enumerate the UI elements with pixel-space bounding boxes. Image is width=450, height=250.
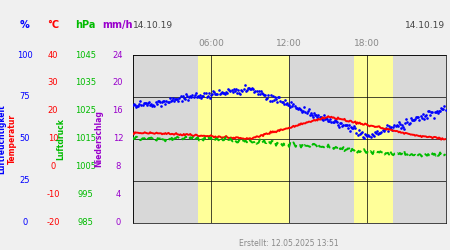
Text: -10: -10 <box>46 190 60 199</box>
Text: 16: 16 <box>112 106 123 115</box>
Text: 06:00: 06:00 <box>198 38 224 48</box>
Bar <box>354 55 393 222</box>
Text: 40: 40 <box>48 50 58 59</box>
Text: mm/h: mm/h <box>103 20 133 30</box>
Text: hPa: hPa <box>75 20 96 30</box>
Text: Niederschlag: Niederschlag <box>94 110 104 167</box>
Text: 25: 25 <box>19 176 30 185</box>
Text: 30: 30 <box>48 78 58 88</box>
Text: 0: 0 <box>115 218 121 227</box>
Text: 14.10.19: 14.10.19 <box>133 21 173 30</box>
Text: °C: °C <box>47 20 59 30</box>
Text: Luftfeuchtigkeit: Luftfeuchtigkeit <box>0 104 6 174</box>
Text: 50: 50 <box>19 134 30 143</box>
Text: 18:00: 18:00 <box>354 38 380 48</box>
Text: %: % <box>20 20 30 30</box>
Text: 4: 4 <box>115 190 121 199</box>
Bar <box>198 55 289 222</box>
Text: 75: 75 <box>19 92 30 102</box>
Text: 10: 10 <box>48 134 58 143</box>
Text: 985: 985 <box>77 218 94 227</box>
Text: Temperatur: Temperatur <box>8 114 17 164</box>
Text: -20: -20 <box>46 218 60 227</box>
Text: 995: 995 <box>77 190 94 199</box>
Text: 24: 24 <box>112 50 123 59</box>
Text: 1045: 1045 <box>75 50 96 59</box>
Text: 1035: 1035 <box>75 78 96 88</box>
Text: 0: 0 <box>22 218 27 227</box>
Text: Erstellt: 12.05.2025 13:51: Erstellt: 12.05.2025 13:51 <box>239 238 339 248</box>
Text: 0: 0 <box>50 162 56 171</box>
Text: 20: 20 <box>112 78 123 88</box>
Text: 100: 100 <box>17 50 32 59</box>
Text: 1025: 1025 <box>75 106 96 115</box>
Text: 12:00: 12:00 <box>276 38 302 48</box>
Text: 1015: 1015 <box>75 134 96 143</box>
Text: 1005: 1005 <box>75 162 96 171</box>
Text: 8: 8 <box>115 162 121 171</box>
Text: 12: 12 <box>112 134 123 143</box>
Text: 20: 20 <box>48 106 58 115</box>
Text: Luftdruck: Luftdruck <box>56 118 65 160</box>
Text: 14.10.19: 14.10.19 <box>405 21 446 30</box>
